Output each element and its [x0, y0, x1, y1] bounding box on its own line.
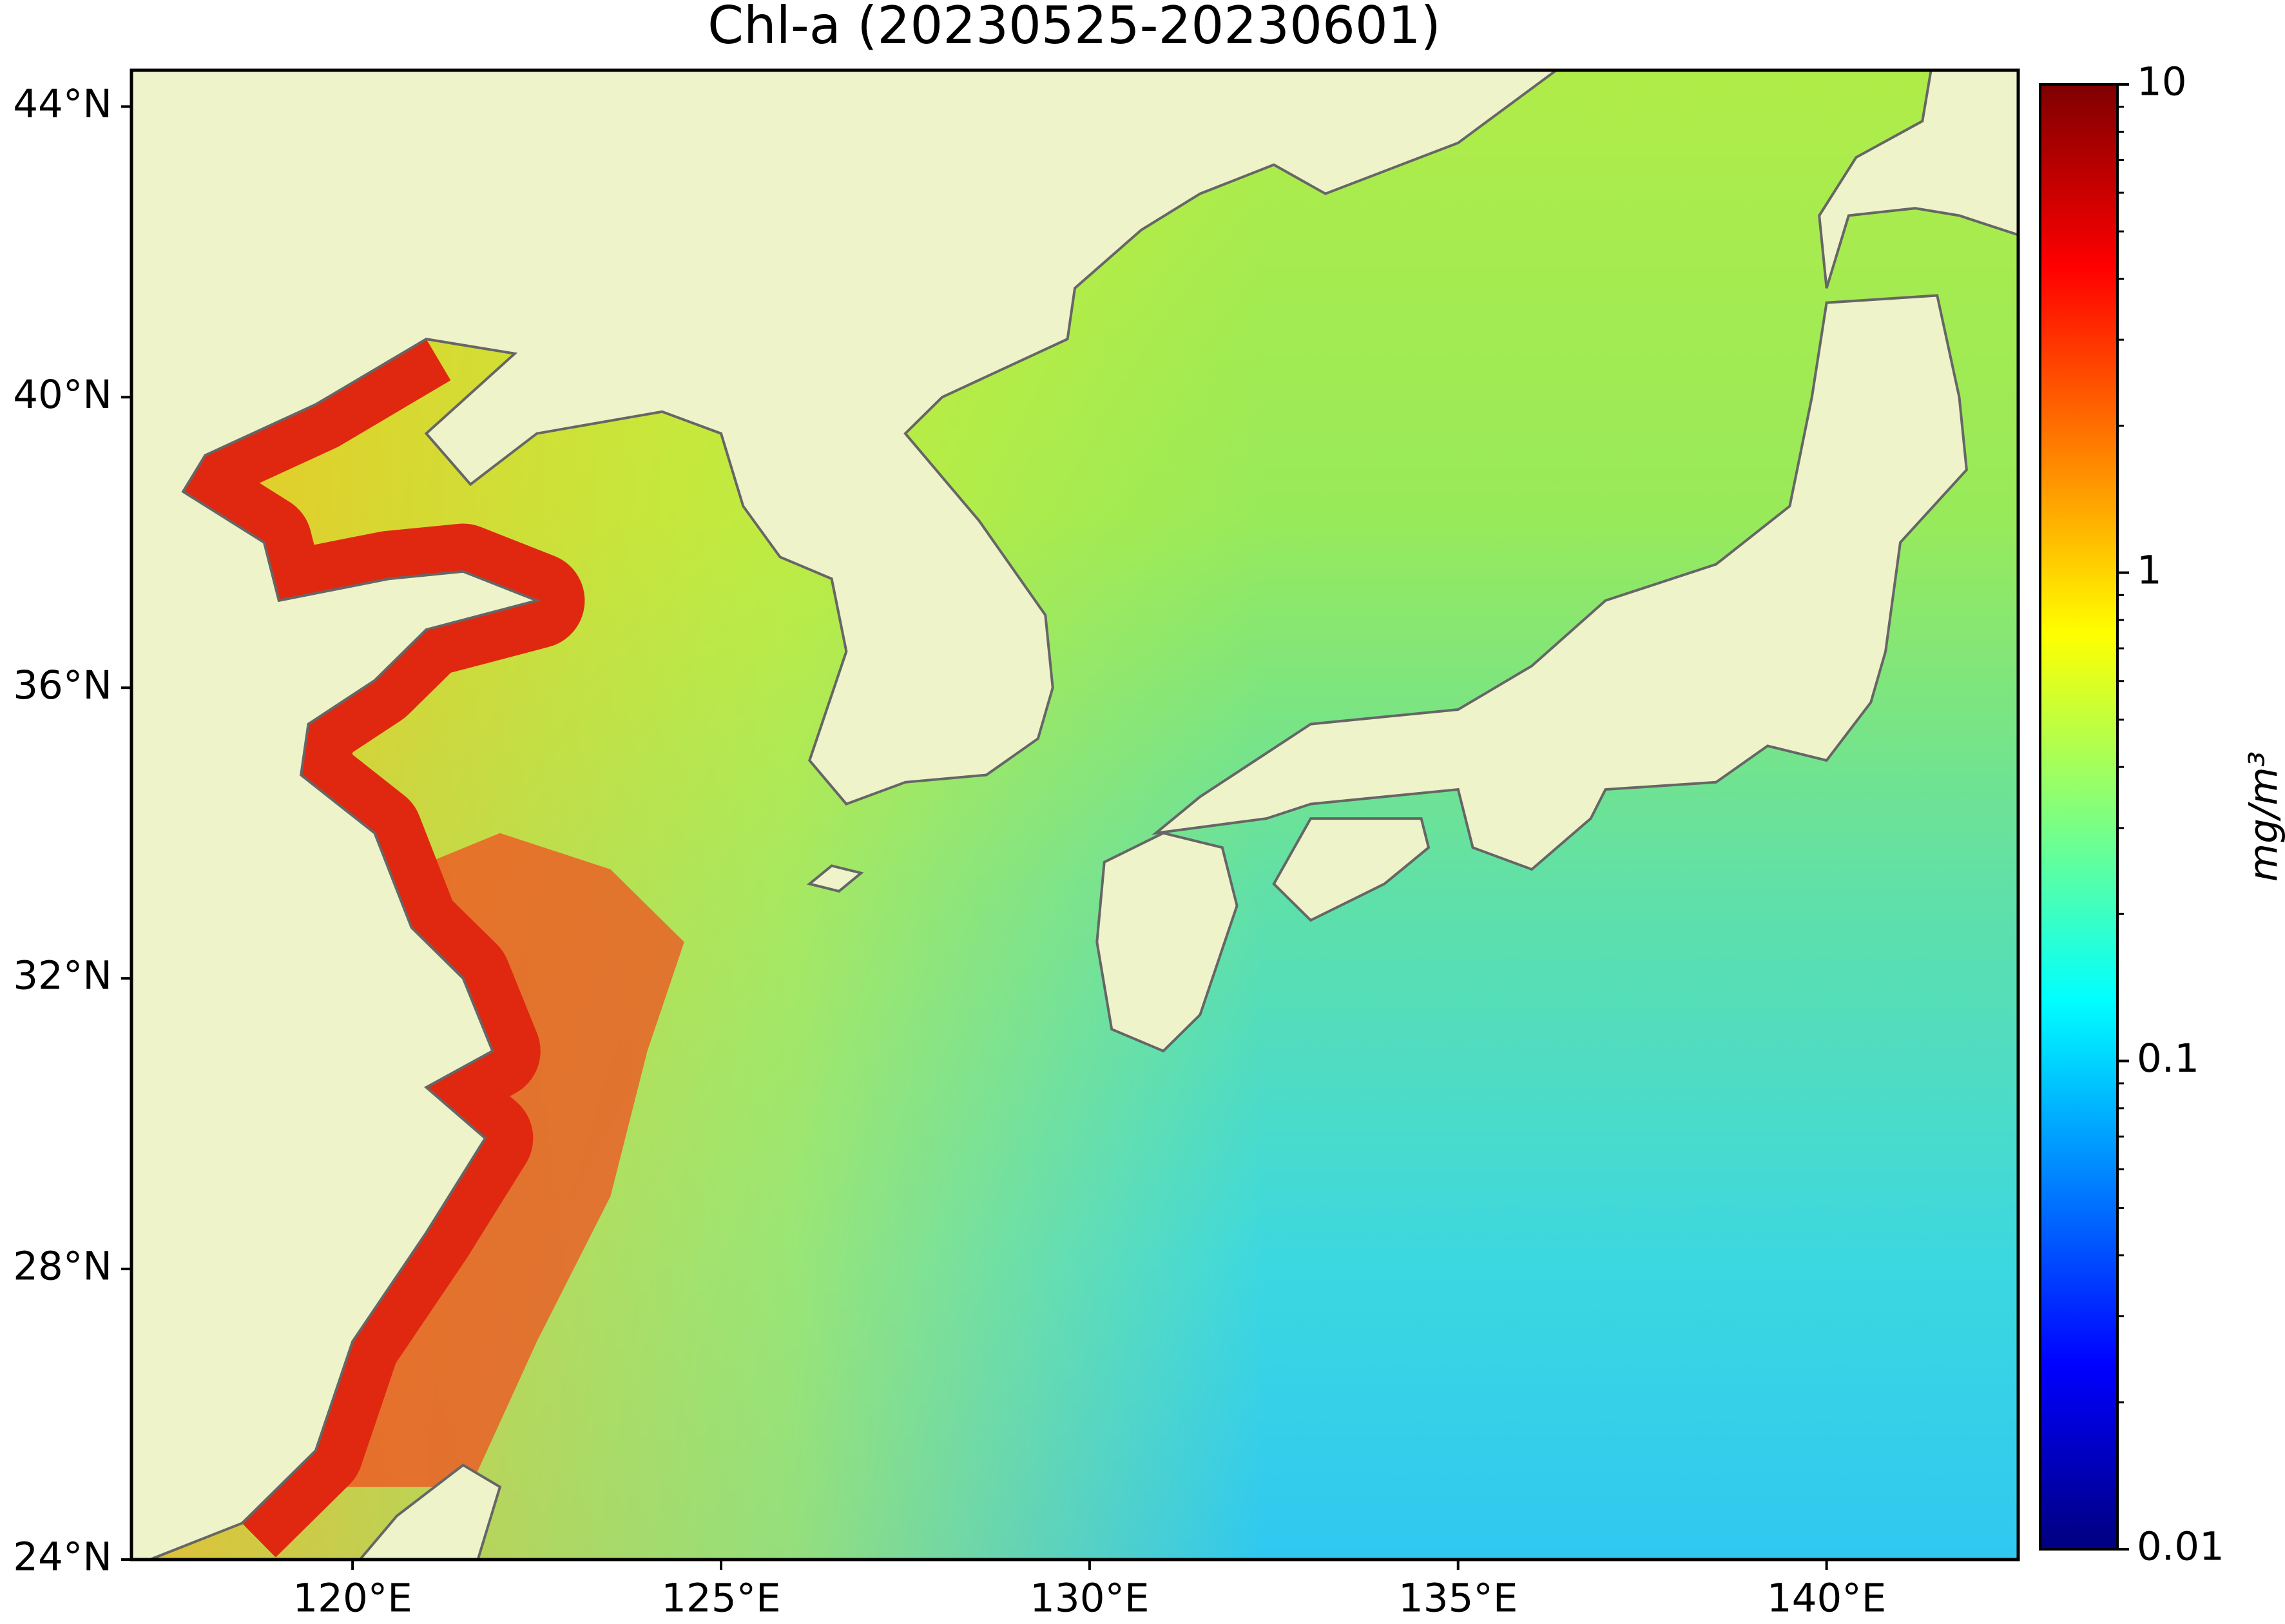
land [1272, 817, 1431, 922]
land [1818, 70, 2018, 289]
x-tick-label: 140°E [1767, 1576, 1886, 1621]
y-tick-label: 32°N [13, 953, 112, 999]
y-tick-label: 44°N [13, 81, 112, 127]
colorbar-tick-label: 0.1 [2137, 1036, 2199, 1081]
x-tick-label: 125°E [661, 1576, 780, 1621]
colorbar-tick-label: 0.01 [2137, 1524, 2224, 1570]
land [131, 70, 1559, 1560]
x-tick-label: 120°E [293, 1576, 412, 1621]
colorbar [2039, 83, 2119, 1551]
land [806, 864, 864, 893]
y-tick-label: 36°N [13, 662, 112, 708]
colorbar-tick-label: 10 [2137, 59, 2187, 105]
y-tick-label: 28°N [13, 1244, 112, 1290]
y-tick-label: 24°N [13, 1534, 112, 1580]
land [1095, 831, 1239, 1053]
title: Chl-a (20230525-20230601) [708, 0, 1441, 55]
plot-frame [130, 68, 2020, 1561]
land [1152, 294, 1968, 871]
y-tick-label: 40°N [13, 372, 112, 418]
x-tick-label: 130°E [1030, 1576, 1149, 1621]
x-tick-label: 135°E [1398, 1576, 1518, 1621]
colorbar-label: mg/m³ [2241, 751, 2285, 882]
colorbar-tick-label: 1 [2137, 547, 2162, 593]
map-area [131, 70, 2018, 1560]
land [358, 1463, 502, 1560]
